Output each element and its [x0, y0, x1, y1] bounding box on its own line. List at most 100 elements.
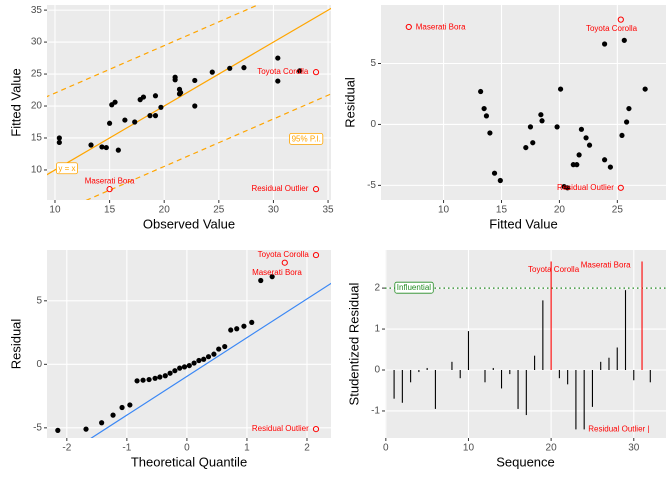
point	[192, 103, 198, 109]
point	[162, 373, 168, 379]
outlier-point	[106, 186, 113, 193]
y-tick-label: 0	[374, 365, 380, 376]
outlier-point	[617, 184, 624, 191]
point	[557, 86, 564, 92]
point	[241, 323, 247, 329]
y-tick-label: 5	[370, 58, 376, 69]
point	[527, 124, 534, 130]
outlier-point	[312, 426, 320, 433]
point	[530, 140, 536, 146]
x-tick-label: 20	[554, 205, 566, 216]
point	[228, 327, 234, 333]
annotation: Toyota Corolla	[258, 250, 310, 259]
annotation: Residual Outlier	[557, 183, 614, 192]
y-tick-label: 0	[36, 359, 42, 370]
point	[487, 130, 493, 136]
plot-area	[405, 16, 648, 191]
point	[177, 365, 183, 371]
x-tick-label: -2	[62, 443, 71, 454]
point	[181, 364, 188, 370]
panel: 0 10 20 30 -1 0 1 2 Sequence Studentized Residual…	[346, 250, 666, 469]
x-tick-label: 15	[496, 205, 508, 216]
point	[586, 142, 593, 148]
x-tick-label: 10	[463, 443, 475, 454]
point	[491, 170, 498, 176]
point	[258, 277, 264, 284]
y-tick-label: 30	[31, 37, 43, 48]
point	[132, 119, 138, 125]
point	[234, 326, 240, 332]
point	[642, 86, 648, 92]
point	[205, 354, 212, 360]
y-tick-label: 20	[31, 101, 43, 112]
point	[483, 113, 490, 119]
annotation: Maserati Bora	[85, 177, 135, 186]
point	[481, 105, 487, 112]
outlier-point	[312, 186, 320, 193]
point	[523, 144, 529, 151]
panel: 10 15 20 25 -5 0 5 Fitted Value Residual Maserati…	[342, 5, 666, 231]
reference-line	[47, 7, 331, 176]
x-tick-label: 0	[184, 443, 190, 454]
plot-background	[381, 5, 666, 200]
point	[157, 374, 163, 380]
y-tick-label: 10	[31, 165, 43, 176]
point	[103, 144, 109, 151]
annotation: Maserati Bora	[252, 268, 302, 277]
x-tick-label: 30	[628, 443, 640, 454]
point	[167, 370, 173, 376]
reference-line	[90, 282, 331, 438]
point	[574, 162, 580, 168]
outlier-point	[312, 251, 320, 259]
point	[538, 112, 544, 118]
x-axis-title: Theoretical Quantile	[131, 454, 247, 469]
point	[186, 362, 192, 369]
point	[192, 77, 198, 84]
point	[191, 360, 197, 366]
point	[147, 113, 153, 119]
plot-background	[47, 250, 331, 438]
point	[269, 274, 275, 280]
annotation: Toyota Corolla	[586, 24, 638, 33]
point	[564, 185, 571, 191]
point	[119, 404, 125, 411]
point	[152, 375, 158, 381]
point	[297, 68, 303, 74]
point	[576, 152, 582, 158]
point	[626, 105, 632, 112]
annotation: Residual Outlier	[252, 424, 309, 433]
y-tick-label: 25	[31, 69, 43, 80]
x-tick-label: 25	[213, 205, 225, 216]
point	[172, 74, 178, 80]
point	[275, 78, 281, 84]
point	[601, 157, 608, 163]
x-tick-label: 30	[268, 205, 280, 216]
panel: 10 15 20 25 30 35 10 15 20 25 30 35 Observed Value Fi…	[8, 5, 334, 232]
point	[112, 99, 118, 105]
x-tick-label: 25	[612, 205, 624, 216]
annotation: Maserati Bora	[416, 23, 466, 32]
annotation-box	[394, 281, 434, 294]
point	[539, 118, 545, 124]
x-tick-label: 0	[383, 443, 389, 454]
x-axis-title: Observed Value	[143, 216, 235, 231]
point	[152, 113, 159, 119]
annotation: Maserati Bora	[581, 261, 631, 270]
point	[172, 368, 178, 374]
annotation: Toyota Corolla	[257, 67, 309, 76]
x-tick-label: 2	[304, 443, 310, 454]
y-axis-title: Residual	[342, 77, 357, 128]
point	[216, 346, 222, 352]
point	[152, 93, 159, 99]
annotation-box	[289, 132, 324, 145]
x-tick-label: 35	[322, 205, 334, 216]
point	[249, 319, 255, 326]
point	[227, 65, 233, 71]
point	[211, 351, 217, 357]
point	[177, 89, 184, 96]
x-tick-label: 20	[546, 443, 558, 454]
point	[134, 378, 140, 384]
point	[607, 164, 613, 170]
point	[140, 94, 147, 100]
